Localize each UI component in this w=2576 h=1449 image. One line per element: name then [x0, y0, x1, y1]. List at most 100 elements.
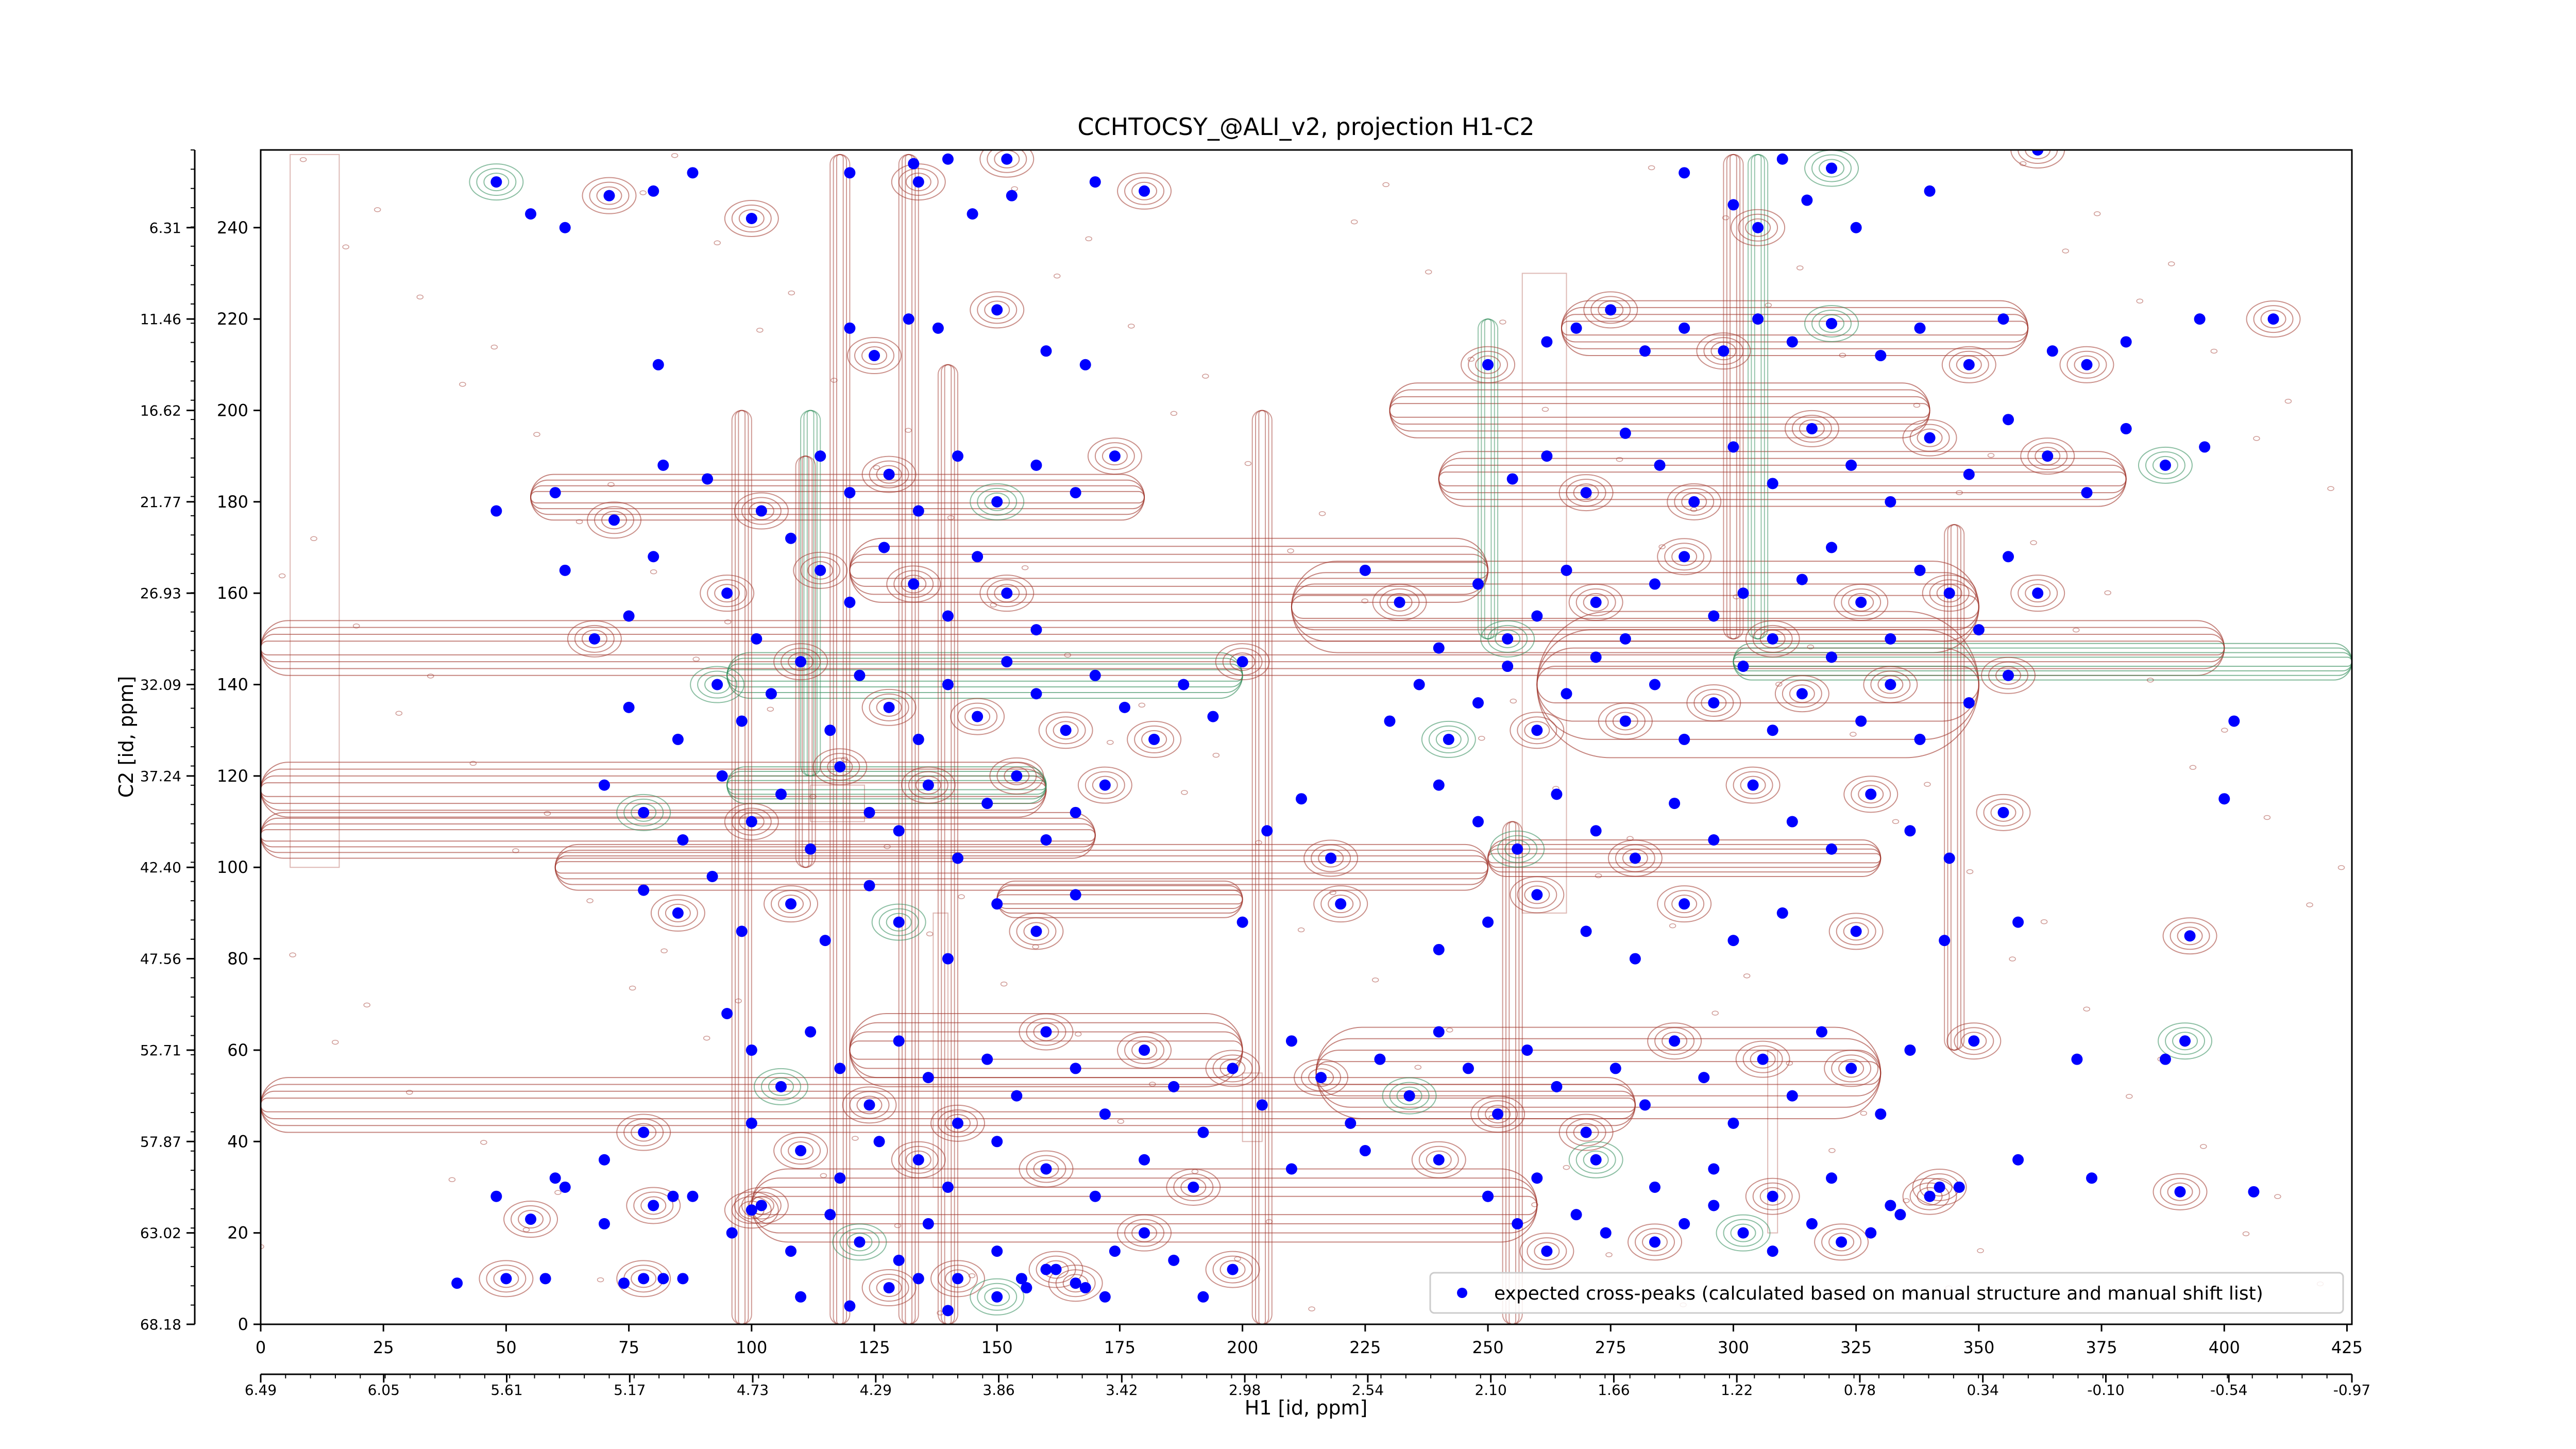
contour-peak — [1961, 1032, 1987, 1051]
contour-peak — [1922, 575, 1977, 612]
contour-noise — [1595, 873, 1602, 879]
x-ppm-tick-label: 2.98 — [1229, 1381, 1261, 1399]
cross-peak-point — [1649, 578, 1660, 590]
cross-peak-point — [1492, 1108, 1504, 1120]
contour-peak — [788, 652, 814, 671]
x-ppm-tick-label: -0.10 — [2087, 1381, 2124, 1399]
y-tick-label: 160 — [217, 583, 248, 603]
contour-peak — [1124, 1036, 1165, 1064]
x-tick-label: 225 — [1349, 1338, 1381, 1357]
contour-peak — [1981, 656, 2036, 694]
cross-peak-point — [1580, 487, 1592, 499]
cross-peak-point — [1433, 943, 1445, 955]
contour-noise — [852, 1136, 859, 1141]
cross-peak-point — [1541, 1245, 1553, 1257]
cross-peak-point — [1541, 450, 1553, 462]
cross-peak-point — [1688, 496, 1700, 508]
contour-peak — [1308, 1068, 1334, 1087]
contour-noise — [990, 602, 997, 608]
contour-peak — [1696, 332, 1751, 370]
chart-title: CCHTOCSY_@ALI_v2, projection H1-C2 — [1077, 113, 1534, 141]
contour-noise — [1191, 1169, 1199, 1174]
cross-peak-point — [745, 816, 757, 828]
cross-peak-point — [2120, 423, 2132, 434]
contour-peak — [2059, 346, 2114, 383]
cross-peak-point — [1619, 427, 1631, 439]
contour-peak — [1784, 410, 1839, 447]
cross-peak-point — [1679, 322, 1690, 334]
cross-peak-point — [1727, 1117, 1739, 1129]
contour-peak — [861, 688, 917, 726]
cross-peak-point — [1826, 651, 1838, 663]
cross-peak-point — [1767, 724, 1778, 736]
contour-peak — [861, 456, 917, 493]
contour-peak — [1821, 1228, 1862, 1256]
contour-peak — [1573, 483, 1599, 502]
contour-peak — [2260, 310, 2286, 329]
cross-peak-point — [500, 1273, 512, 1285]
cross-peak-point — [795, 1291, 807, 1303]
cross-peak-point — [751, 633, 762, 645]
contour-band — [1438, 451, 2127, 507]
cross-peak-point — [1359, 564, 1371, 576]
cross-peak-point — [1600, 1227, 1612, 1239]
contour-peak — [1858, 785, 1884, 804]
cross-peak-point — [1708, 610, 1720, 622]
contour-peak — [483, 173, 510, 192]
contour-peak — [1701, 693, 1727, 712]
contour-peak — [856, 1096, 883, 1115]
contour-peak — [714, 584, 740, 603]
contour-peak — [1435, 730, 1462, 749]
contour-peak — [1023, 922, 1049, 941]
cross-peak-point — [1855, 596, 1867, 608]
contour-noise — [480, 1140, 487, 1145]
contour-peak — [1566, 479, 1606, 507]
contour-noise — [2327, 486, 2334, 491]
cross-peak-point — [908, 158, 920, 170]
cross-peak-point — [1747, 779, 1759, 791]
contour-peak — [1828, 1233, 1855, 1252]
contour-peak — [1976, 794, 2031, 831]
contour-band — [1291, 561, 1979, 653]
cross-peak-point — [1885, 633, 1896, 645]
x-tick-label: 425 — [2331, 1338, 2363, 1357]
cross-peak-point — [834, 761, 846, 773]
contour-noise — [395, 711, 403, 716]
x-ppm-tick-label: 0.34 — [1967, 1381, 1999, 1399]
y-ppm-tick-label: 37.24 — [140, 768, 181, 785]
cross-peak-point — [667, 1190, 679, 1202]
contour-noise — [873, 465, 880, 470]
contour-peak — [886, 565, 941, 603]
contour-peak — [977, 296, 1018, 324]
cross-peak-point — [1649, 1181, 1660, 1193]
contour-peak — [1558, 1114, 1614, 1151]
cross-peak-point — [1914, 322, 1926, 334]
contour-peak — [869, 460, 909, 488]
contour-peak — [1731, 209, 1786, 246]
contour-peak — [984, 1287, 1010, 1306]
contour-peak — [616, 1260, 671, 1298]
contour-noise — [607, 482, 615, 487]
cross-peak-point — [539, 1273, 551, 1285]
contour-peak — [861, 1269, 917, 1307]
cross-peak-point — [981, 1053, 993, 1065]
cross-peak-point — [1089, 669, 1101, 681]
contour-peak — [2167, 1182, 2193, 1201]
contour-noise — [2009, 956, 2016, 962]
contour-noise — [1903, 1198, 1910, 1203]
cross-peak-point — [1394, 596, 1405, 608]
cross-peak-point — [1619, 633, 1631, 645]
contour-peak — [1730, 1223, 1756, 1242]
contour-peak — [1028, 1251, 1083, 1288]
contour-peak — [876, 698, 902, 717]
contour-noise — [1308, 1306, 1315, 1311]
contour-noise — [2030, 540, 2037, 545]
contour-peak — [2158, 1022, 2213, 1060]
contour-peak — [1948, 350, 1989, 379]
contour-noise — [809, 794, 817, 799]
cross-peak-point — [1727, 935, 1739, 947]
contour-peak — [1229, 652, 1256, 671]
cross-peak-point — [1865, 1227, 1877, 1239]
